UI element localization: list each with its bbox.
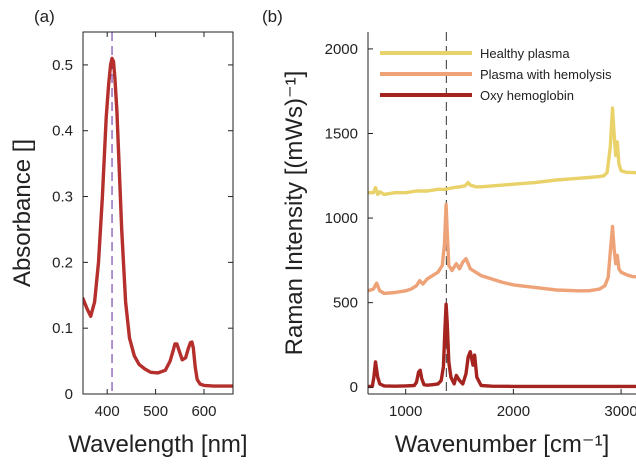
- panel-a-frame: [82, 31, 234, 395]
- series-plasma-with-hemolysis: [368, 202, 636, 296]
- panel-b-xlabel: Wavenumber [cm⁻¹]: [395, 431, 610, 458]
- panel-a-label: (a): [34, 7, 55, 26]
- x-tick-label: 2000: [497, 403, 530, 420]
- y-tick-label: 500: [333, 295, 358, 312]
- x-tick-label: 1000: [389, 403, 422, 420]
- legend-label: Oxy hemoglobin: [480, 88, 574, 103]
- y-tick-label: 0: [65, 386, 73, 403]
- chart-panel-a: 400 500 600 0 0.1 0.2 0.3 0.4 0.5 Wavelength [nm…: [9, 31, 248, 458]
- series-healthy-plasma: [368, 106, 636, 197]
- y-tick-label: 0.1: [52, 320, 73, 337]
- legend-label: Plasma with hemolysis: [480, 67, 612, 82]
- y-tick-label: 0.3: [52, 189, 73, 206]
- panel-a-ylabel: Absorbance []: [9, 139, 36, 287]
- y-tick-label: 0: [350, 379, 358, 396]
- panel-b-ylabel: Raman Intensity [(mWs)⁻¹]: [281, 71, 308, 356]
- x-tick-label: 500: [143, 403, 168, 420]
- y-tick-label: 1000: [325, 210, 358, 227]
- y-tick-label: 0.2: [52, 254, 73, 271]
- panel-a-xlabel: Wavelength [nm]: [68, 431, 247, 458]
- absorbance-series: [83, 56, 233, 388]
- x-tick-label: 3000: [604, 403, 636, 420]
- chart-panel-b: 1000 2000 3000 0 500 1000 1500 2000 Healthy pla…: [281, 32, 636, 458]
- legend-label: Healthy plasma: [480, 46, 570, 61]
- series-oxy-hemoglobin: [368, 302, 636, 389]
- y-tick-label: 0.5: [52, 57, 73, 74]
- y-tick-label: 1500: [325, 125, 358, 142]
- panel-b-label: (b): [262, 7, 283, 26]
- x-tick-label: 400: [95, 403, 120, 420]
- y-tick-label: 0.4: [52, 123, 73, 140]
- x-tick-label: 600: [191, 403, 216, 420]
- y-tick-label: 2000: [325, 41, 358, 58]
